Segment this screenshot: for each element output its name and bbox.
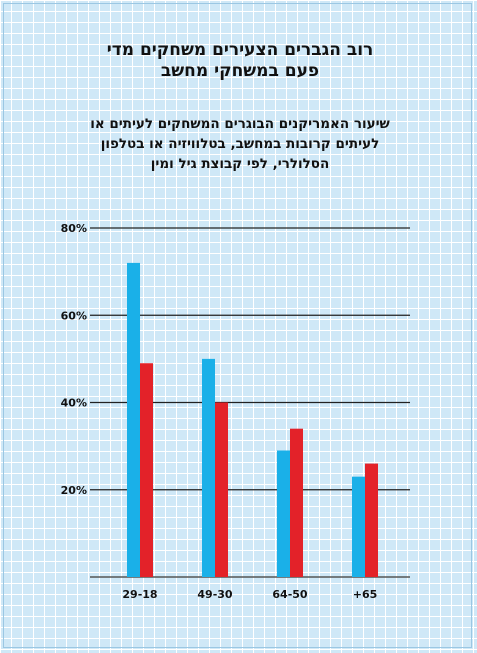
y-tick-label: 60% <box>61 309 87 322</box>
bar <box>352 476 365 577</box>
bar <box>290 428 303 577</box>
x-axis-labels: 29-18 49-30 64-50 +65 <box>122 588 377 601</box>
y-tick-label: 40% <box>61 397 87 410</box>
bar <box>277 450 290 577</box>
y-axis-ticks: 20% 40% 60% 80% <box>61 222 87 497</box>
subtitle-line-2: לעיתים קרובות במחשב, בטלוויזיה או בטלפון <box>100 136 380 152</box>
bar <box>365 463 378 577</box>
subtitle-line-3: הסלולרי, לפי קבוצת גיל ומין <box>150 156 330 172</box>
bar <box>202 358 215 577</box>
chart-subtitle: שיעור האמריקנים הבוגרים המשחקים לעיתים א… <box>40 114 440 174</box>
title-line-2: פעם במשחקי מחשב <box>160 61 320 81</box>
y-tick-label: 20% <box>61 484 87 497</box>
x-category-label: 49-30 <box>197 588 233 601</box>
chart-title: רוב הגברים הצעירים משחקים מדי פעם במשחקי… <box>40 40 440 82</box>
bar <box>215 402 228 577</box>
chart-frame <box>3 3 472 648</box>
bar <box>127 262 140 577</box>
x-category-label: +65 <box>353 588 378 601</box>
bar <box>140 363 153 577</box>
x-category-label: 29-18 <box>122 588 157 601</box>
title-line-1: רוב הגברים הצעירים משחקים מדי <box>106 40 374 60</box>
y-tick-label: 80% <box>61 222 87 235</box>
subtitle-line-1: שיעור האמריקנים הבוגרים המשחקים לעיתים א… <box>90 116 390 132</box>
x-category-label: 64-50 <box>272 588 308 601</box>
bars <box>127 262 378 577</box>
